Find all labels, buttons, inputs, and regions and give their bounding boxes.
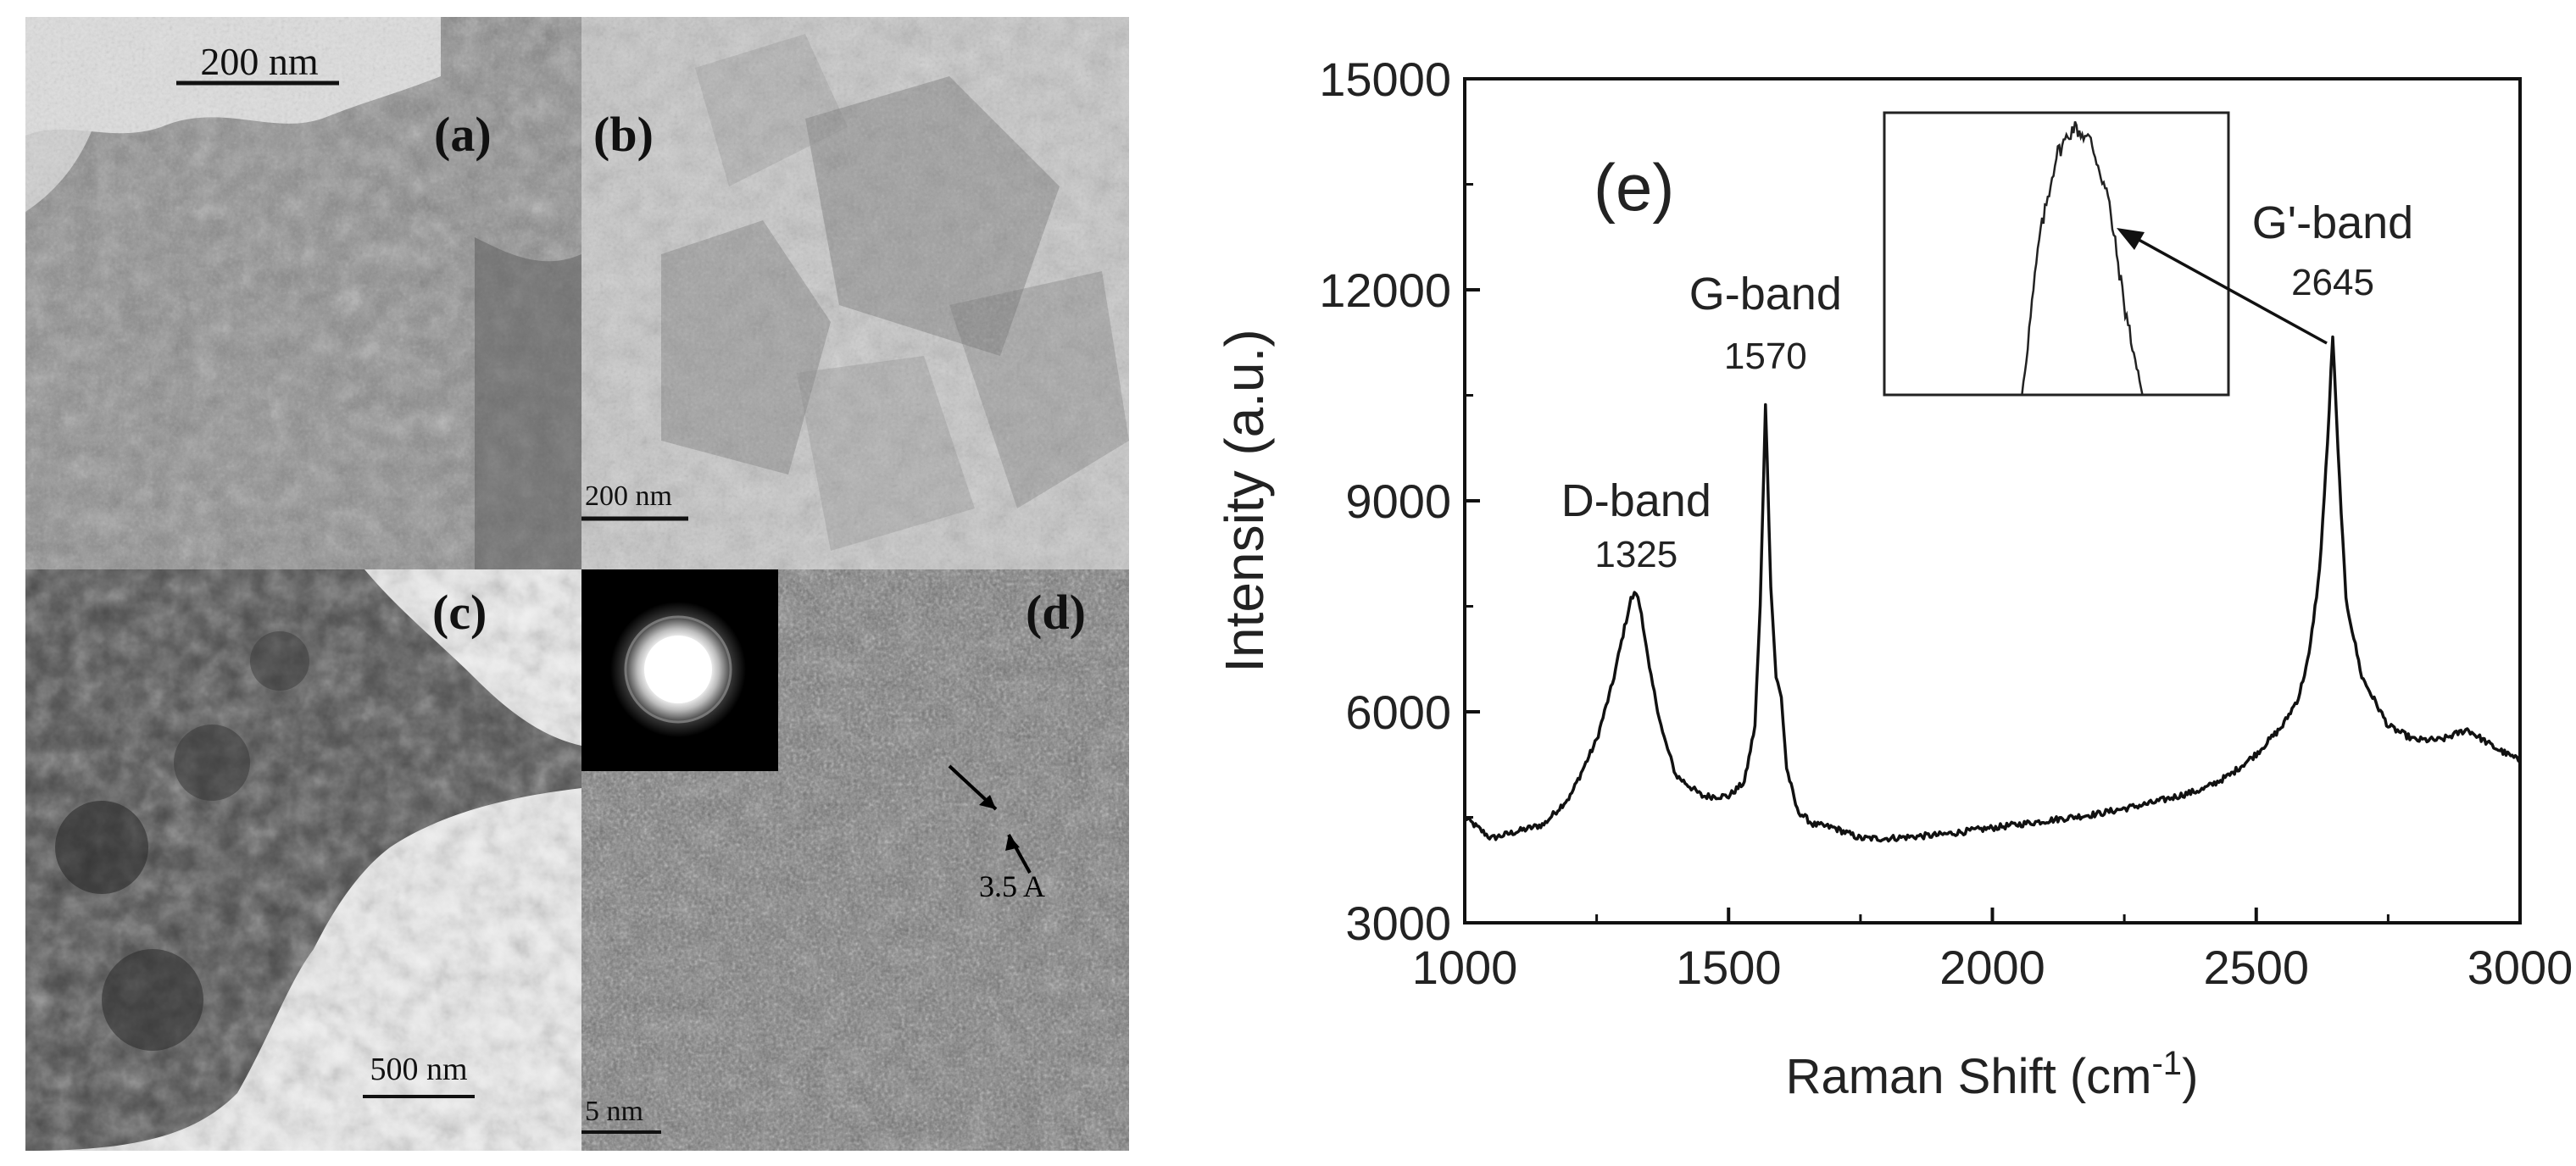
y-axis-label: Intensity (a.u.) [1214,329,1275,673]
inset-plot [1883,111,2230,397]
saed-pattern-inset [581,569,778,771]
scale-bar-text-a: 200 nm [200,40,319,83]
peak-position-label: 1570 [1724,336,1807,377]
panel-label-b: (b) [593,107,654,162]
tem-panel-c: 500 nm (c) [25,569,581,1151]
peak-position-label: 1325 [1594,534,1677,575]
y-tick-label: 15000 [1319,53,1451,106]
scale-bar-text-d: 5 nm [585,1096,643,1127]
x-tick-label: 1500 [1676,941,1782,994]
raman-spectrum-line [1463,335,2520,843]
y-tick-label: 6000 [1345,686,1451,739]
peak-position-label: 2645 [2291,262,2374,303]
scale-bar-text-c: 500 nm [370,1052,467,1087]
x-tick-label: 2000 [1939,941,2045,994]
inset-pointer-arrowhead [2117,228,2145,250]
tem-panel-a: 200 nm (a) [25,17,581,569]
y-tick-label: 9000 [1345,475,1451,528]
y-tick-label: 3000 [1345,897,1451,950]
panel-label-e: (e) [1594,150,1674,225]
peak-name-label: D-band [1561,475,1711,526]
lattice-spacing-label: 3.5 A [979,869,1045,903]
inset-pointer-arrow [2123,230,2328,345]
panel-label-c: (c) [432,585,487,640]
tem-panel-b: 200 nm (b) [581,17,1129,569]
panel-label-a: (a) [434,107,492,162]
panel-label-d: (d) [1026,585,1086,640]
x-axis: 1000 1500 2000 2500 3000 [1412,908,2573,994]
peak-annotations: D-band 1325 G-band 1570 G'-band 2645 [1561,197,2413,575]
tem-panel-d: 3.5 A 5 nm (d) [581,569,1129,1151]
y-axis: 3000 6000 9000 12000 15000 [1319,53,1480,950]
scale-bar-text-b: 200 nm [585,480,672,512]
y-tick-label: 12000 [1319,264,1451,317]
inset-peak-line [1884,120,2222,397]
x-axis-label: Raman Shift (cm-1) [1786,1045,2199,1104]
x-tick-label: 2500 [2203,941,2309,994]
x-tick-label: 1000 [1412,941,1518,994]
x-tick-label: 3000 [2468,941,2573,994]
peak-name-label: G'-band [2252,197,2413,248]
peak-name-label: G-band [1689,269,1842,319]
raman-chart: 1000 1500 2000 2500 3000 3000 6000 9000 12000 15… [1214,53,2573,1104]
